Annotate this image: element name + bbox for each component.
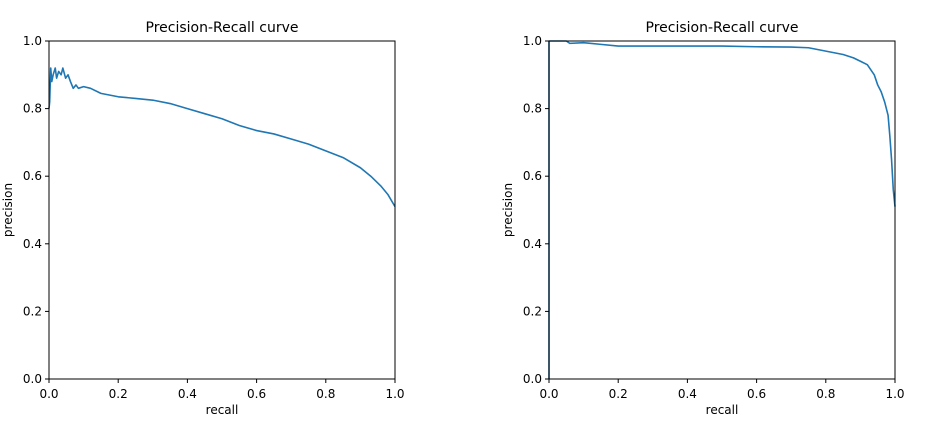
y-tick-label: 1.0	[23, 34, 42, 48]
y-tick-label: 0.0	[523, 372, 542, 386]
chart-title: Precision-Recall curve	[646, 20, 799, 36]
y-tick-label: 0.6	[23, 169, 42, 183]
chart-title: Precision-Recall curve	[146, 20, 299, 36]
x-axis-label: recall	[206, 403, 239, 417]
x-tick-label: 1.0	[385, 387, 404, 401]
x-tick-label: 0.2	[609, 387, 628, 401]
x-tick-label: 0.0	[539, 387, 558, 401]
y-axis-label: precision	[501, 183, 515, 237]
y-tick-label: 0.8	[523, 102, 542, 116]
x-tick-label: 0.6	[247, 387, 266, 401]
chart-panel-1: 0.0 0.2 0.4 0.6 0.8 1.0 0.0 0.2 0.4 0.6 0.8 1.0 Prec…	[1, 20, 405, 417]
x-tick-label: 0.6	[747, 387, 766, 401]
y-axis-label: precision	[1, 183, 15, 237]
x-tick-label: 1.0	[885, 387, 904, 401]
y-tick-label: 1.0	[523, 34, 542, 48]
plot-frame	[548, 40, 896, 380]
pr-curve-line	[48, 67, 396, 208]
x-tick-label: 0.2	[109, 387, 128, 401]
x-tick-label: 0.8	[316, 387, 335, 401]
pr-curve-line	[548, 40, 896, 379]
y-tick-label: 0.0	[23, 372, 42, 386]
chart-panel-2: 0.0 0.2 0.4 0.6 0.8 1.0 0.0 0.2 0.4 0.6 0.8 1.0 Prec…	[501, 20, 905, 417]
y-tick-label: 0.2	[23, 304, 42, 318]
y-tick-label: 0.4	[523, 237, 542, 251]
y-tick-label: 0.8	[23, 102, 42, 116]
x-tick-label: 0.8	[816, 387, 835, 401]
x-axis-label: recall	[706, 403, 739, 417]
y-tick-label: 0.6	[523, 169, 542, 183]
y-tick-label: 0.2	[523, 304, 542, 318]
x-tick-label: 0.4	[678, 387, 697, 401]
x-tick-label: 0.0	[39, 387, 58, 401]
x-tick-label: 0.4	[178, 387, 197, 401]
y-tick-label: 0.4	[23, 237, 42, 251]
plot-frame	[48, 40, 396, 380]
